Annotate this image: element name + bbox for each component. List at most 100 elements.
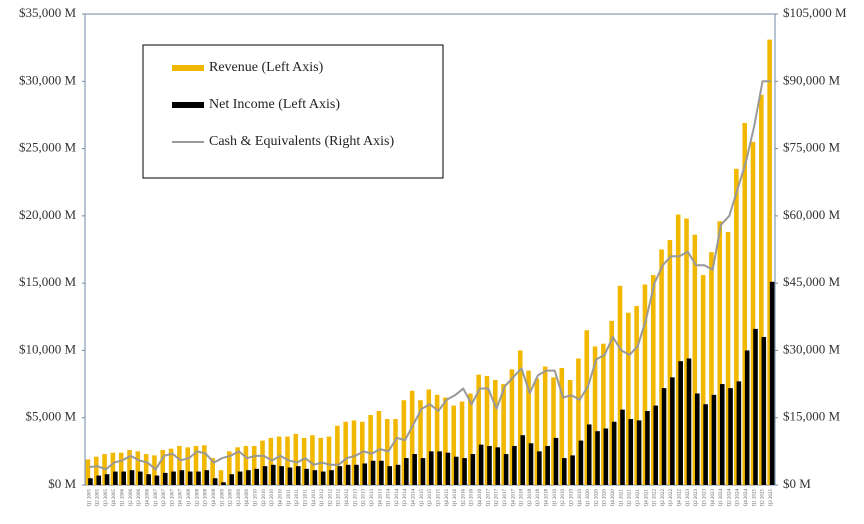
bar bbox=[138, 471, 143, 485]
legend-label: Cash & Equivalents (Right Axis) bbox=[209, 134, 394, 149]
legend-swatch bbox=[172, 102, 204, 108]
bar bbox=[409, 390, 415, 485]
x-tick-label: Q3 2020 bbox=[603, 489, 608, 507]
bar bbox=[728, 388, 733, 485]
bar bbox=[210, 458, 215, 485]
y2-tick-label: $30,000 M bbox=[783, 341, 841, 356]
bar bbox=[376, 410, 382, 485]
bar bbox=[143, 454, 149, 485]
x-tick-label: Q3 2021 bbox=[636, 489, 641, 507]
x-tick-label: Q4 2016 bbox=[478, 489, 483, 507]
bar bbox=[553, 437, 559, 485]
bar bbox=[451, 405, 457, 485]
bar bbox=[717, 221, 723, 486]
x-tick-label: Q2 2015 bbox=[428, 489, 433, 507]
bar bbox=[254, 468, 259, 485]
x-tick-label: Q2 2022 bbox=[661, 489, 666, 507]
bar bbox=[129, 470, 135, 485]
bar bbox=[478, 444, 484, 485]
bar bbox=[567, 380, 573, 485]
y2-tick-label: $60,000 M bbox=[783, 207, 841, 222]
legend-swatch bbox=[172, 65, 204, 71]
x-tick-label: Q4 2020 bbox=[611, 489, 616, 507]
x-tick-label: Q2 2016 bbox=[461, 489, 466, 507]
bar bbox=[670, 377, 675, 485]
x-tick-label: Q1 2007 bbox=[154, 489, 159, 507]
bar bbox=[520, 435, 526, 485]
x-tick-label: Q3 2016 bbox=[470, 489, 475, 507]
bar bbox=[684, 218, 689, 485]
bar bbox=[127, 450, 132, 485]
x-tick-label: Q4 2008 bbox=[212, 489, 217, 507]
bar bbox=[226, 451, 232, 485]
x-tick-label: Q3 2009 bbox=[237, 489, 242, 507]
bar bbox=[279, 466, 284, 485]
bar bbox=[734, 168, 739, 485]
x-tick-label: Q4 2023 bbox=[711, 489, 716, 507]
bar bbox=[620, 409, 625, 485]
x-tick-label: Q3 2007 bbox=[170, 489, 175, 507]
bar bbox=[412, 454, 417, 485]
bar bbox=[345, 464, 351, 485]
bar bbox=[753, 328, 758, 485]
bar bbox=[528, 443, 534, 485]
bar bbox=[628, 419, 634, 485]
bar bbox=[395, 464, 401, 485]
x-tick-label: Q3 2024 bbox=[736, 489, 741, 507]
x-tick-label: Q1 2006 bbox=[121, 489, 126, 507]
bar bbox=[667, 240, 673, 485]
bar bbox=[434, 394, 440, 485]
bar bbox=[88, 478, 93, 485]
bar bbox=[634, 306, 639, 485]
bar bbox=[401, 400, 407, 485]
bar bbox=[204, 470, 210, 485]
bar bbox=[202, 445, 207, 485]
y-tick-label: $35,000 M bbox=[19, 5, 77, 20]
line bbox=[89, 80, 771, 471]
bar bbox=[85, 459, 91, 485]
bar bbox=[304, 468, 309, 485]
bar bbox=[135, 451, 141, 485]
x-tick-label: Q4 2015 bbox=[445, 489, 450, 507]
x-tick-label: Q4 2022 bbox=[678, 489, 683, 507]
x-tick-label: Q1 2018 bbox=[520, 489, 525, 507]
bar bbox=[221, 482, 226, 485]
bar bbox=[626, 312, 631, 485]
bar bbox=[343, 421, 348, 485]
x-tick-label: Q3 2025 bbox=[769, 489, 774, 507]
bar bbox=[312, 470, 318, 485]
bar bbox=[512, 445, 517, 485]
bar bbox=[611, 421, 617, 485]
x-tick-label: Q4 2010 bbox=[279, 489, 284, 507]
bar bbox=[387, 466, 393, 485]
bar bbox=[318, 437, 324, 485]
bar bbox=[177, 445, 182, 485]
bar bbox=[636, 420, 642, 485]
x-tick-label: Q3 2008 bbox=[204, 489, 209, 507]
bar bbox=[545, 445, 550, 485]
bar bbox=[104, 474, 110, 485]
bar bbox=[562, 458, 567, 485]
bar bbox=[459, 401, 465, 485]
x-tick-label: Q1 2008 bbox=[187, 489, 192, 507]
bar bbox=[642, 284, 648, 485]
bar bbox=[110, 452, 116, 485]
bar bbox=[468, 393, 473, 485]
bar bbox=[426, 389, 432, 485]
bar bbox=[262, 466, 268, 485]
x-tick-label: Q2 2012 bbox=[328, 489, 333, 507]
bar bbox=[370, 460, 376, 485]
x-tick-label: Q3 2013 bbox=[370, 489, 375, 507]
bar bbox=[675, 214, 681, 486]
x-tick-label: Q3 2010 bbox=[270, 489, 275, 507]
bar bbox=[678, 361, 683, 485]
bar bbox=[759, 94, 764, 485]
bar bbox=[168, 448, 174, 485]
x-tick-label: Q4 2005 bbox=[112, 489, 117, 507]
x-tick-label: Q2 2014 bbox=[395, 489, 400, 507]
y-tick-label: $10,000 M bbox=[19, 341, 77, 356]
x-tick-label: Q1 2012 bbox=[320, 489, 325, 507]
x-tick-label: Q2 2007 bbox=[162, 489, 167, 507]
bar bbox=[418, 400, 423, 485]
bar bbox=[650, 275, 656, 485]
